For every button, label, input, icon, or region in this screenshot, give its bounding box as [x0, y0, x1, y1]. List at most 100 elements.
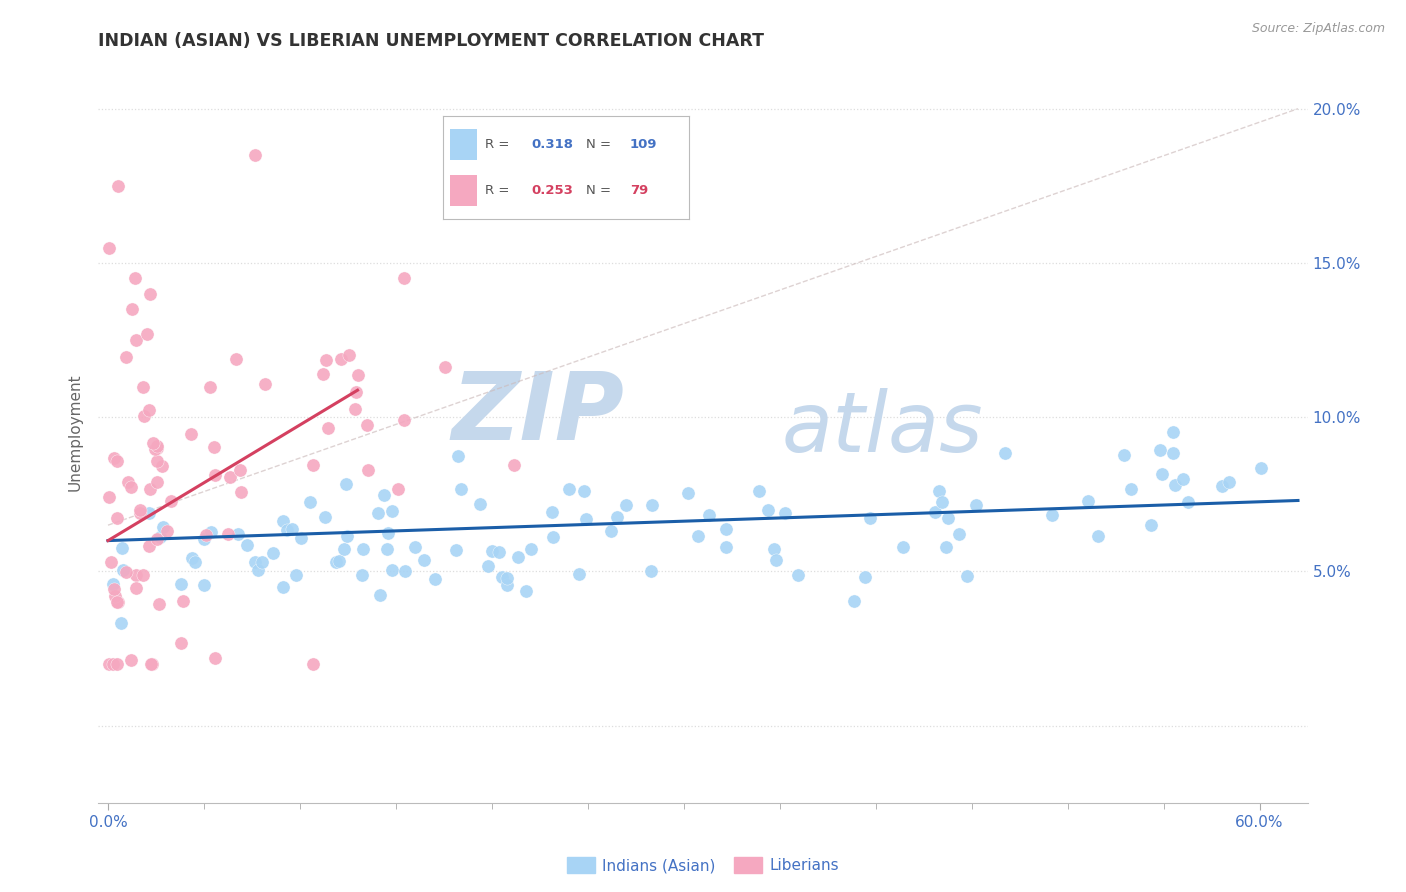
Point	[170, 577, 193, 591]
Point	[328, 553, 350, 567]
Point	[98, 657, 121, 671]
Point	[121, 302, 143, 317]
Point	[146, 475, 169, 490]
Point	[200, 380, 222, 394]
Point	[575, 512, 598, 526]
Point	[271, 580, 294, 594]
Point	[271, 515, 294, 529]
Point	[375, 541, 398, 556]
Point	[218, 470, 240, 484]
Point	[111, 563, 134, 577]
Point	[325, 555, 347, 569]
Point	[891, 541, 914, 555]
Text: atlas: atlas	[782, 388, 983, 469]
Point	[352, 542, 374, 557]
Point	[107, 595, 129, 609]
Point	[853, 570, 876, 584]
Point	[141, 657, 163, 671]
Point	[156, 524, 179, 538]
Point	[195, 528, 218, 542]
Point	[394, 564, 416, 578]
Point	[423, 572, 446, 586]
Point	[446, 542, 468, 557]
Point	[924, 504, 946, 518]
Point	[491, 570, 513, 584]
Point	[180, 426, 202, 441]
Point	[117, 475, 139, 490]
Point	[686, 528, 709, 542]
Point	[134, 409, 156, 423]
Point	[1149, 443, 1171, 458]
Text: INDIAN (ASIAN) VS LIBERIAN UNEMPLOYMENT CORRELATION CHART: INDIAN (ASIAN) VS LIBERIAN UNEMPLOYMENT …	[98, 32, 765, 50]
Point	[138, 506, 160, 520]
Point	[748, 484, 770, 499]
Point	[104, 589, 127, 603]
Point	[600, 524, 623, 538]
Bar	[450, 129, 478, 160]
Point	[765, 553, 787, 567]
Point	[138, 539, 160, 553]
Point	[541, 530, 564, 544]
Point	[302, 657, 325, 671]
Point	[103, 582, 125, 597]
Point	[115, 565, 138, 579]
Point	[128, 506, 150, 520]
Point	[477, 558, 499, 573]
Point	[936, 510, 959, 524]
Point	[343, 401, 366, 416]
Point	[170, 636, 193, 650]
Point	[381, 504, 404, 518]
Point	[184, 555, 207, 569]
Point	[1218, 475, 1240, 490]
Point	[541, 505, 564, 519]
Point	[931, 495, 953, 509]
Point	[111, 541, 134, 555]
Point	[335, 477, 357, 491]
Point	[447, 449, 470, 463]
Point	[124, 271, 146, 285]
Point	[1114, 448, 1136, 462]
Point	[344, 385, 367, 400]
Point	[129, 503, 152, 517]
Point	[262, 546, 284, 560]
Text: 109: 109	[630, 138, 658, 151]
Point	[336, 528, 359, 542]
Point	[1171, 472, 1194, 486]
Point	[146, 442, 169, 456]
Point	[756, 503, 779, 517]
Point	[246, 562, 269, 576]
Point	[204, 651, 226, 665]
Point	[97, 491, 120, 505]
Point	[150, 459, 173, 474]
Point	[315, 353, 337, 368]
Point	[105, 454, 128, 468]
Point	[496, 571, 519, 585]
Point	[572, 483, 595, 498]
Point	[284, 567, 307, 582]
Point	[392, 413, 415, 427]
Point	[138, 402, 160, 417]
Point	[105, 511, 128, 525]
Point	[98, 240, 121, 255]
Point	[347, 368, 370, 382]
Point	[350, 568, 373, 582]
Point	[1077, 493, 1099, 508]
Point	[928, 483, 950, 498]
Point	[763, 541, 786, 556]
Point	[1177, 495, 1199, 509]
Point	[356, 417, 378, 432]
Point	[614, 498, 637, 512]
Point	[965, 498, 987, 512]
Point	[333, 541, 356, 556]
Point	[468, 497, 491, 511]
Text: N =: N =	[585, 185, 610, 197]
Point	[1161, 445, 1184, 459]
Point	[312, 367, 335, 381]
Point	[125, 568, 148, 582]
Text: 0.253: 0.253	[531, 185, 574, 197]
Point	[101, 657, 124, 671]
Point	[107, 595, 129, 609]
Point	[377, 525, 399, 540]
Point	[373, 488, 395, 502]
Point	[228, 527, 250, 541]
